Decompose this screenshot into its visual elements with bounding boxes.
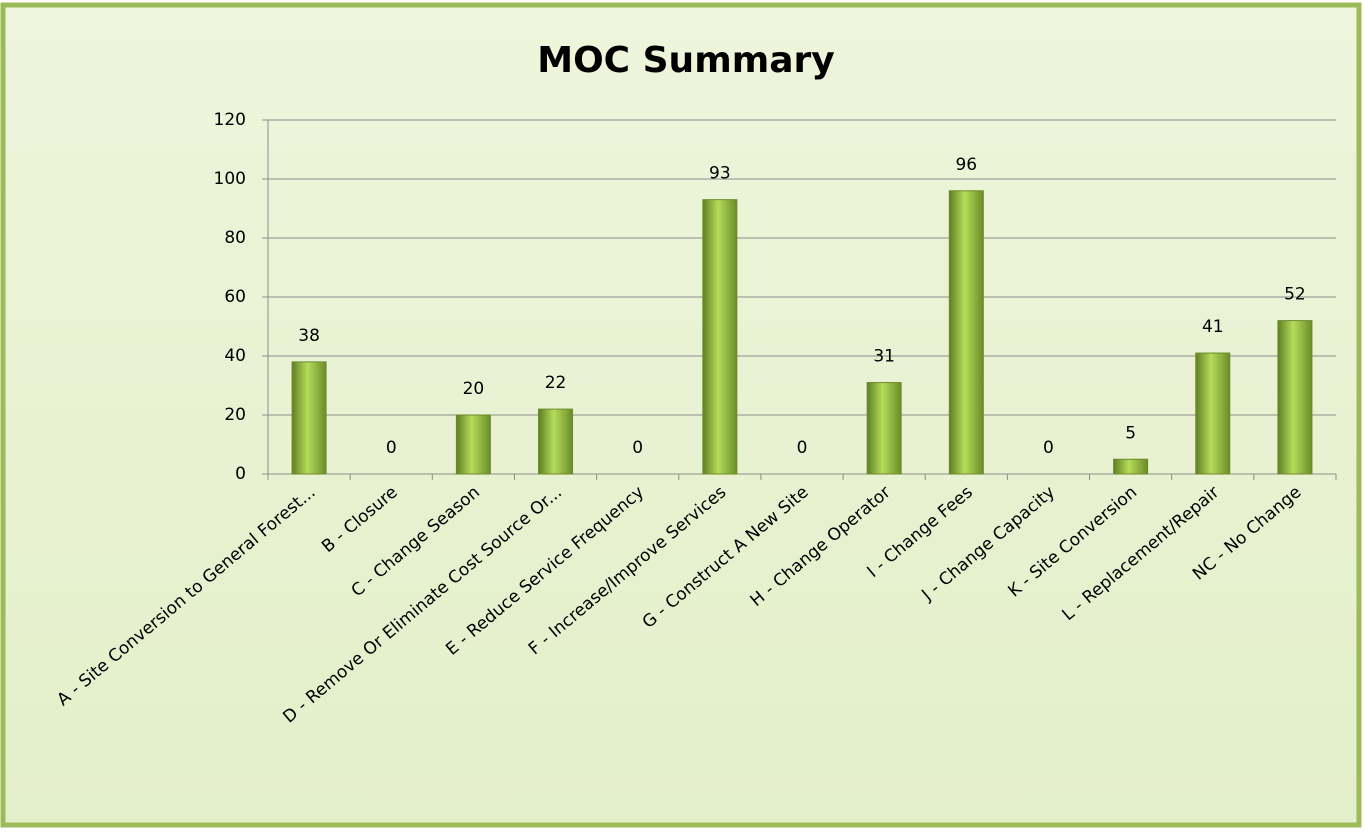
y-tick-label: 100	[214, 169, 246, 189]
data-label: 22	[545, 373, 567, 393]
data-label: 0	[386, 438, 397, 458]
bar	[455, 414, 491, 475]
bar	[702, 199, 738, 475]
y-tick-label: 120	[214, 110, 246, 130]
bar	[1277, 320, 1313, 475]
bar	[1195, 352, 1231, 475]
data-label: 20	[463, 379, 485, 399]
chart-title: MOC Summary	[537, 40, 834, 81]
data-label: 5	[1125, 423, 1136, 443]
data-label: 0	[632, 438, 643, 458]
data-label: 0	[797, 438, 808, 458]
bar	[948, 190, 984, 475]
y-tick-label: 20	[224, 405, 246, 425]
bar	[291, 361, 327, 475]
bar	[1113, 458, 1149, 475]
y-tick-label: 40	[224, 346, 246, 366]
data-label: 0	[1043, 438, 1054, 458]
y-tick-label: 80	[224, 228, 246, 248]
data-label: 31	[873, 347, 895, 367]
data-label: 96	[955, 155, 977, 175]
data-label: 93	[709, 164, 731, 184]
y-tick-label: 0	[235, 464, 246, 484]
data-label: 38	[298, 326, 320, 346]
data-label: 52	[1284, 285, 1306, 305]
y-tick-label: 60	[224, 287, 246, 307]
bar	[866, 382, 902, 475]
data-label: 41	[1202, 317, 1224, 337]
bar	[538, 408, 574, 475]
